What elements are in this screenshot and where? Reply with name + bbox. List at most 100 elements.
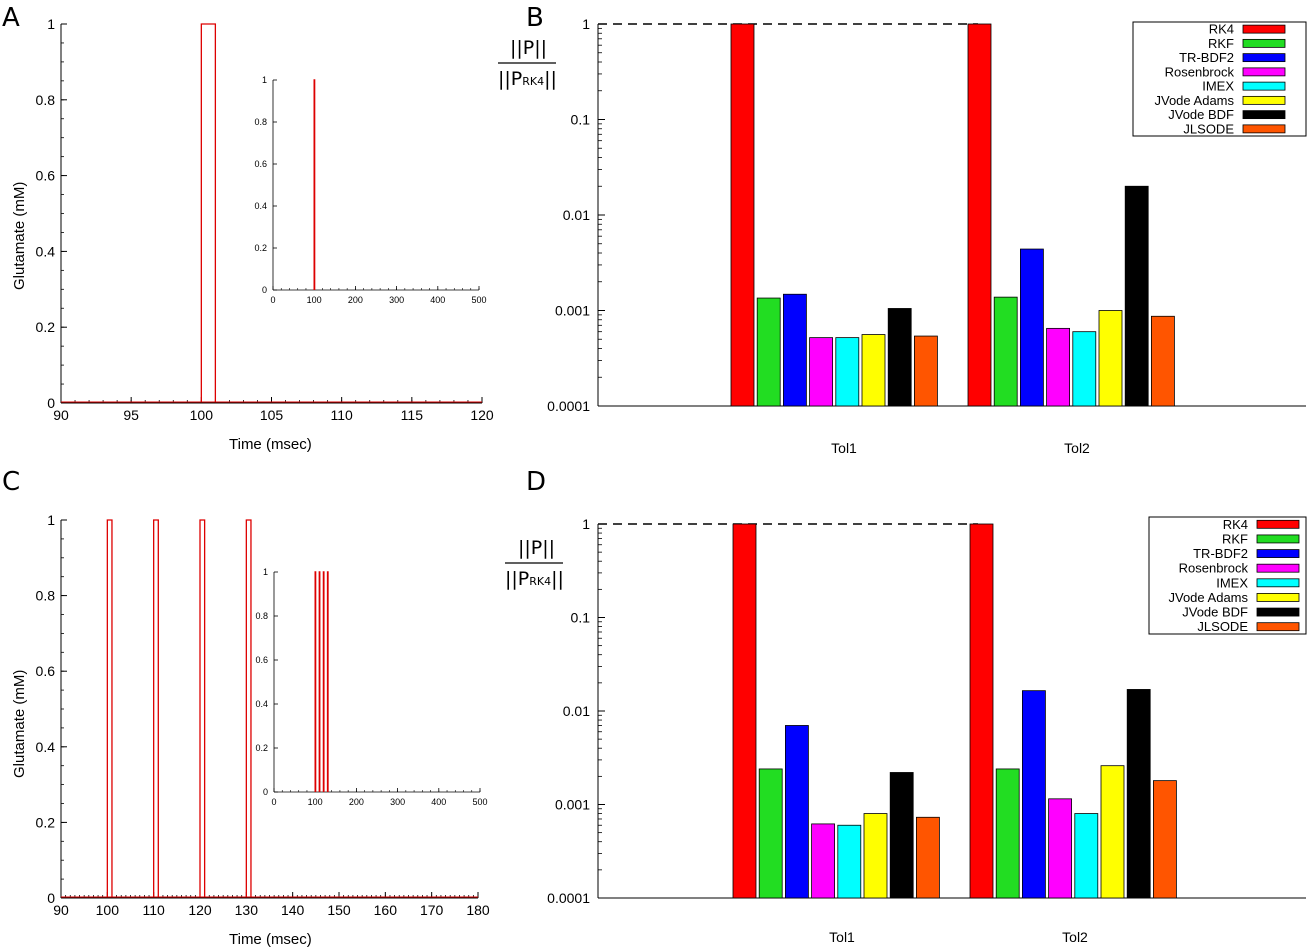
ratio-numerator: ||P|| xyxy=(510,37,547,59)
inset-y-tick-label: 0.2 xyxy=(254,243,267,253)
legend-swatch xyxy=(1242,24,1286,34)
x-tick-label: 110 xyxy=(331,407,354,423)
inset-y-tick-label: 0 xyxy=(262,285,267,295)
y-tick-label: 0 xyxy=(47,395,55,411)
bar xyxy=(783,293,807,407)
panel-b-chart: 0.0001 0.001 0.01 0.1 1 Tol1 Tol2 RK4RKFTR-BDF2… xyxy=(547,16,1307,456)
bar xyxy=(1074,813,1099,899)
x-tick-label: 180 xyxy=(466,902,490,918)
panel-letter-c: C xyxy=(2,467,20,497)
y-tick-label: 0.6 xyxy=(36,168,56,184)
y-tick-label: 0.0001 xyxy=(547,890,590,906)
x-tick-label: 100 xyxy=(96,902,120,918)
y-tick-label: 0.2 xyxy=(36,319,56,335)
legend-swatch xyxy=(1242,81,1286,91)
legend-swatch xyxy=(1256,519,1300,529)
bar xyxy=(837,824,862,899)
inset-x-tick-label: 100 xyxy=(307,295,322,305)
legend-label: IMEX xyxy=(1216,575,1248,590)
glutamate-pulse xyxy=(153,519,159,897)
bar xyxy=(1072,331,1097,407)
inset-x-tick-label: 500 xyxy=(472,797,487,807)
bar xyxy=(995,768,1020,899)
panel-d-chart: 0.0001 0.001 0.01 0.1 1 Tol1 Tol2 RK4RKFTR-BDF2… xyxy=(547,516,1307,945)
glutamate-pulse xyxy=(200,23,217,402)
bar xyxy=(1124,185,1149,407)
legend-label: RKF xyxy=(1208,36,1234,51)
bar xyxy=(969,523,994,899)
x-tick-label: 105 xyxy=(260,407,284,423)
bar xyxy=(1153,780,1177,899)
bar xyxy=(863,813,888,899)
bar xyxy=(914,335,938,407)
x-tick-label: 160 xyxy=(374,902,398,918)
x-tick-label: 120 xyxy=(470,407,494,423)
legend-label: Rosenbrock xyxy=(1165,64,1235,79)
category-label: Tol1 xyxy=(829,929,855,945)
inset-y-tick-label: 0.2 xyxy=(255,743,268,753)
legend-label: RKF xyxy=(1222,531,1248,546)
category-label: Tol2 xyxy=(1062,929,1088,945)
y-tick-label: 0.6 xyxy=(36,663,56,679)
legend-label: JVode Adams xyxy=(1155,93,1235,108)
panel-d-ratio-label: ||P|| ||PRK4|| xyxy=(505,537,564,590)
bar xyxy=(730,23,755,407)
inset-x-tick-label: 100 xyxy=(308,797,323,807)
y-tick-label: 0.1 xyxy=(571,112,591,128)
inset-y-tick-label: 0 xyxy=(263,787,268,797)
inset-y-tick-label: 0.8 xyxy=(254,117,267,127)
legend-swatch xyxy=(1256,534,1300,544)
bar xyxy=(756,297,781,407)
y-tick-label: 1 xyxy=(47,512,55,528)
x-tick-label: 130 xyxy=(235,902,259,918)
y-tick-label: 0.001 xyxy=(555,797,590,813)
category-label: Tol2 xyxy=(1064,440,1090,456)
legend-swatch xyxy=(1256,563,1300,573)
bar xyxy=(835,337,860,407)
glutamate-pulse xyxy=(106,519,113,897)
legend-swatch xyxy=(1256,622,1300,632)
x-tick-label: 110 xyxy=(143,902,166,918)
legend-swatch xyxy=(1256,578,1300,588)
category-label: Tol1 xyxy=(831,440,857,456)
bar xyxy=(785,725,809,899)
y-tick-label: 0.0001 xyxy=(547,398,590,414)
y-tick-label: 0.4 xyxy=(36,243,56,259)
legend-swatch xyxy=(1242,38,1286,48)
bar xyxy=(1126,689,1151,899)
inset-chart: 0 100 200 300 400 500 0 0.2 0.4 0.6 0.8 1 xyxy=(254,75,486,305)
x-tick-label: 95 xyxy=(123,407,139,423)
panel-c-ylabel: Glutamate (mM) xyxy=(11,670,28,778)
inset-x-tick-label: 200 xyxy=(349,797,364,807)
legend-label: TR-BDF2 xyxy=(1179,50,1234,65)
y-tick-label: 0.001 xyxy=(555,303,590,319)
x-tick-label: 170 xyxy=(420,902,444,918)
inset-x-tick-label: 500 xyxy=(471,295,486,305)
inset-y-tick-label: 0.6 xyxy=(254,159,267,169)
legend-swatch xyxy=(1256,607,1300,617)
y-tick-label: 0.4 xyxy=(36,739,56,755)
y-tick-label: 0.2 xyxy=(36,814,56,830)
glutamate-pulse xyxy=(245,519,252,897)
legend-label: RK4 xyxy=(1209,22,1234,37)
legend-label: JLSODE xyxy=(1183,121,1234,136)
bar xyxy=(1048,798,1072,899)
y-tick-label: 1 xyxy=(582,516,590,532)
y-tick-label: 0.01 xyxy=(563,703,590,719)
inset-x-tick-label: 0 xyxy=(270,295,275,305)
bar xyxy=(1100,765,1125,899)
x-tick-label: 90 xyxy=(53,407,69,423)
y-tick-label: 0.8 xyxy=(36,588,56,604)
bar xyxy=(809,337,833,407)
bar xyxy=(1151,315,1175,407)
bar xyxy=(811,823,835,899)
x-tick-label: 140 xyxy=(281,902,305,918)
inset-y-tick-label: 1 xyxy=(262,75,267,85)
inset-y-tick-label: 1 xyxy=(263,567,268,577)
legend-label: JVode Adams xyxy=(1169,590,1249,605)
ratio-numerator: ||P|| xyxy=(518,537,555,559)
y-tick-label: 0.01 xyxy=(563,207,590,223)
bar xyxy=(861,334,886,407)
